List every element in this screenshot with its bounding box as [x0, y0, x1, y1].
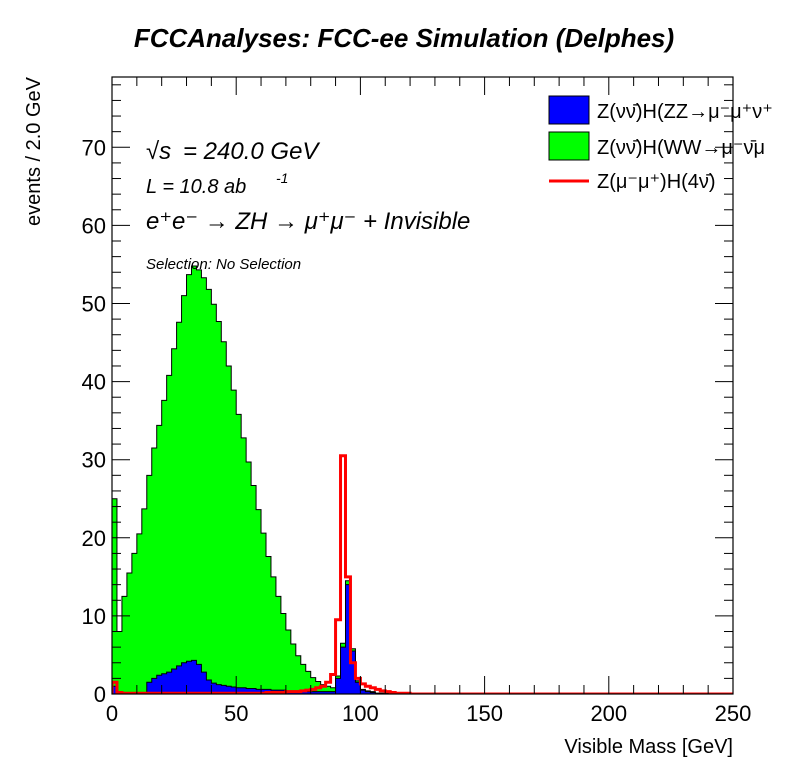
plot-frame: [111, 76, 734, 695]
series-zz-area: [112, 584, 733, 694]
annotation-selection: Selection: No Selection: [146, 256, 301, 273]
y-tick-label: 60: [82, 213, 106, 238]
chart-title: FCCAnalyses: FCC-ee Simulation (Delphes): [134, 23, 674, 53]
x-tick-label: 150: [466, 701, 503, 726]
luminosity-exponent: -1: [276, 170, 288, 186]
axis-ticks: [111, 77, 734, 695]
legend: Z(νν̄)H(ZZ→μ⁻μ⁺ν⁺ Z(νν̄)H(WW→μ⁻ν̄μ Z(μ⁻μ…: [548, 95, 773, 193]
x-tick-label: 250: [715, 701, 752, 726]
x-axis-label: Visible Mass [GeV]: [564, 736, 733, 758]
x-axis-tick-labels: 0 50 100 150 200 250: [106, 701, 751, 726]
sqrt-s-symbol: √s: [146, 138, 171, 165]
annotation-sqrt-s: √s = 240.0 GeV: [146, 138, 320, 165]
luminosity-value: L = 10.8 ab: [146, 176, 246, 198]
legend-swatch-zz: [548, 95, 590, 125]
x-tick-label: 50: [224, 701, 248, 726]
legend-label-zz: Z(νν̄)H(ZZ→μ⁻μ⁺ν⁺: [597, 101, 773, 123]
x-tick-label: 100: [342, 701, 379, 726]
y-axis-label: events / 2.0 GeV: [23, 76, 45, 226]
y-tick-label: 30: [82, 448, 106, 473]
sqrt-s-value: = 240.0 GeV: [183, 138, 320, 165]
annotation-process: e⁺e⁻ → ZH → μ⁺μ⁻ + Invisible: [146, 208, 470, 235]
legend-entry-zz: Z(νν̄)H(ZZ→μ⁻μ⁺ν⁺: [548, 95, 773, 125]
y-axis-tick-labels: 0 10 20 30 40 50 60 70: [82, 135, 106, 707]
legend-entry-signal: Z(μ⁻μ⁺)H(4ν̄): [549, 171, 716, 193]
series-ww-stacked-area: [112, 265, 733, 694]
x-tick-label: 200: [590, 701, 627, 726]
y-tick-label: 40: [82, 370, 106, 395]
y-tick-label: 70: [82, 135, 106, 160]
x-tick-label: 0: [106, 701, 118, 726]
legend-swatch-ww: [548, 131, 590, 161]
legend-label-ww: Z(νν̄)H(WW→μ⁻ν̄μ: [597, 137, 765, 159]
annotation-luminosity: L = 10.8 ab -1: [146, 170, 288, 198]
series-signal-line: [112, 454, 733, 694]
y-tick-label: 10: [82, 604, 106, 629]
legend-entry-ww: Z(νν̄)H(WW→μ⁻ν̄μ: [548, 131, 765, 161]
y-tick-label: 50: [82, 291, 106, 316]
plot-area: [112, 265, 733, 694]
y-tick-label: 0: [94, 682, 106, 707]
y-tick-label: 20: [82, 526, 106, 551]
legend-label-signal: Z(μ⁻μ⁺)H(4ν̄): [597, 171, 716, 193]
